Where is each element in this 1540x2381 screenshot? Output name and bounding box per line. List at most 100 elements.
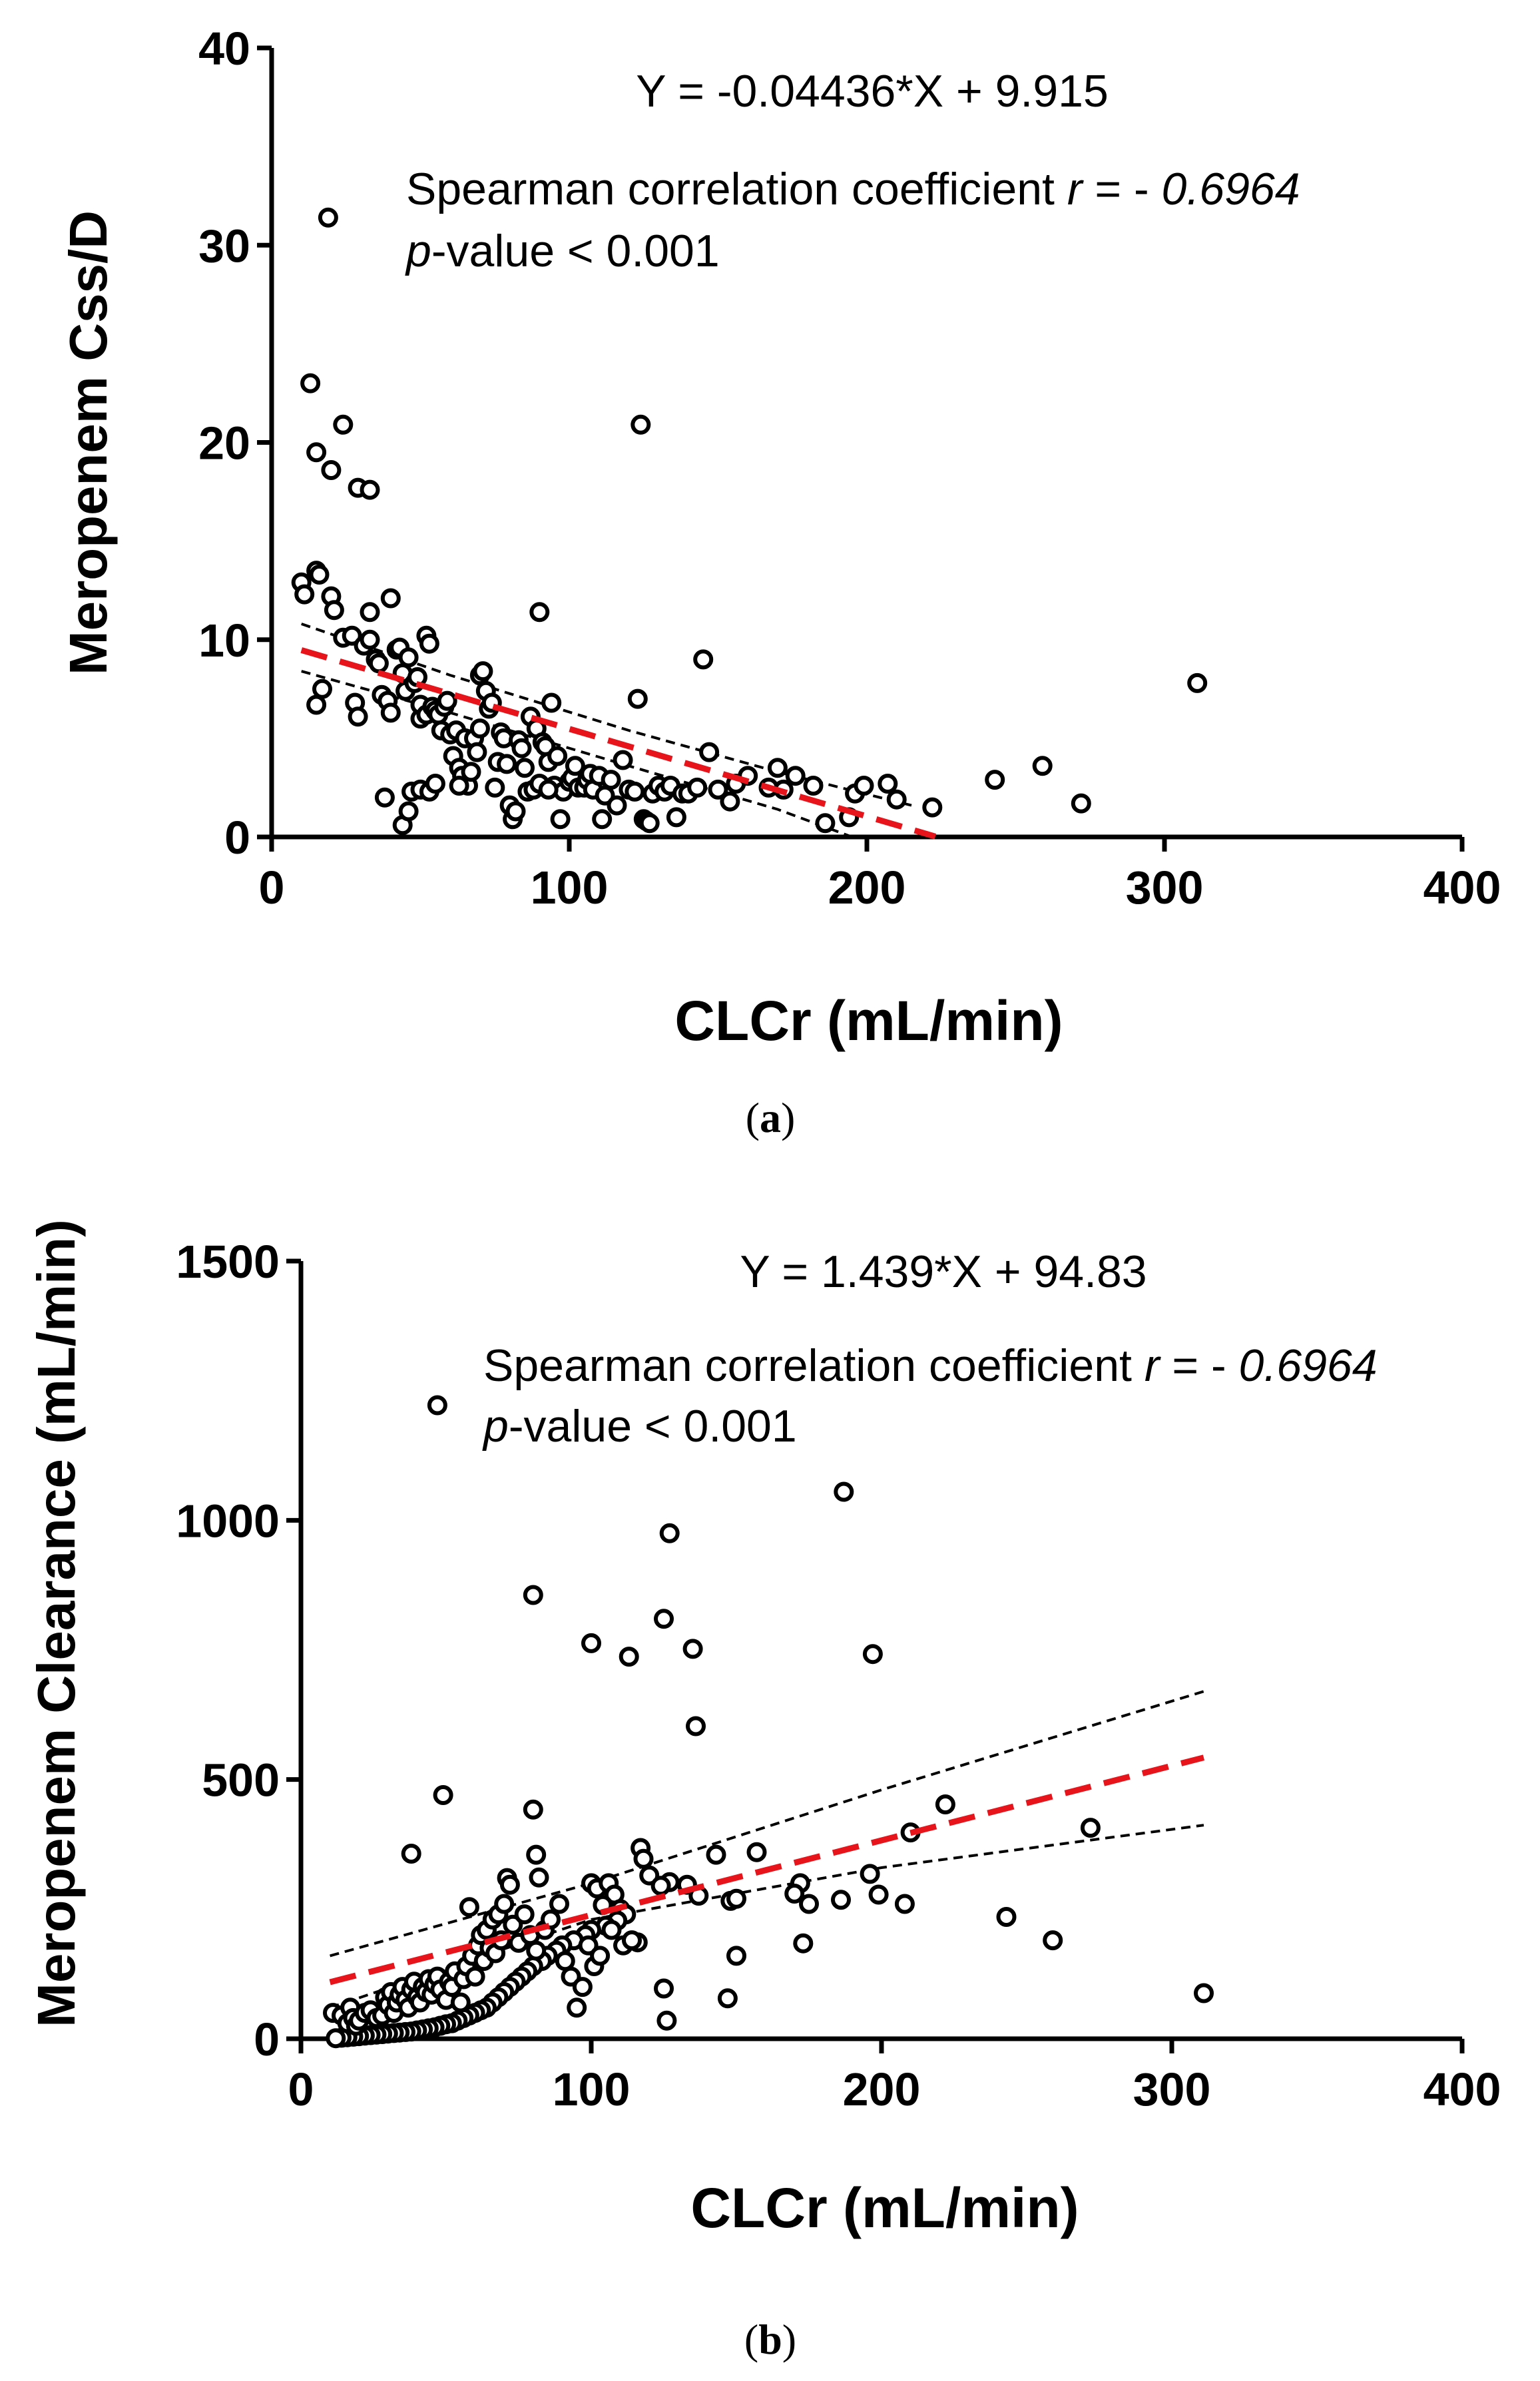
panel-a-x-tick-label: 0 [259,862,285,914]
panel-b-data-point [601,1920,622,1940]
panel-a-x-tick-label: 100 [531,862,609,914]
panel-a-data-point [720,791,740,812]
panel-a-p-rest: -value < 0.001 [431,226,720,276]
panel-a-spearman-annotation: Spearman correlation coefficient r = - 0… [406,164,1300,214]
panel-b-data-point [633,1848,654,1869]
panel-a-data-point [306,442,327,463]
panel-b-data-point [326,2028,346,2049]
panel-b-y-axis: 0 500 1000 1500 [176,1236,304,2065]
panel-a-data-point [886,789,907,810]
panel-a-data-point [547,746,568,766]
panel-a-data-point [348,706,368,727]
panel-a-data-point [360,479,380,500]
panel-b-p-rest: -value < 0.001 [509,1401,797,1452]
panel-b-y-axis-label: Meropenem Clearance (mL/min) [27,1219,86,2027]
panel-a-x-axis-label: CLCr (mL/min) [674,989,1063,1052]
panel-a-data-point [607,795,627,816]
panel-a-data-point [469,718,490,739]
panel-a-data-point [449,776,469,796]
panel-b-data-point [686,1716,706,1736]
panel-a-data-point [380,702,401,723]
panel-a-data-point [625,781,645,802]
panel-a-data-point [306,694,327,715]
panel-b-data-point [650,1876,671,1896]
panel-b-x-tick-label: 200 [843,2063,921,2115]
panel-a-data-point [294,584,315,605]
panel-a-data-point [318,207,338,228]
panel-a-x-tick-label: 300 [1126,862,1204,914]
panel-a-data-point [854,776,874,796]
panel-a-data-point [437,690,457,711]
panel-b-data-point [450,1992,471,2013]
panel-b-data-point [1080,1818,1101,1838]
panel-b-data-point [860,1864,880,1884]
panel-b-data-point [427,1395,447,1416]
panel-a-data-point [687,777,708,798]
panel-a-y-tick-label: 0 [224,812,250,864]
panel-b-spearman-value: 0.6964 [1239,1340,1378,1391]
panel-a-spearman-value: 0.6964 [1162,164,1300,214]
panel-b-data-point [654,1609,674,1629]
panel-a-data-point [666,807,686,828]
panel-a-x-tick-label: 400 [1423,862,1501,914]
panel-a-data-point [815,813,836,834]
panel-a-data-point [803,776,824,796]
panel-b-y-tick-label: 0 [254,2013,280,2065]
panel-a-data-point [613,750,633,770]
panel-a-y-tick-label: 30 [198,220,250,272]
panel-b-data-point [523,1799,543,1820]
panel-a-data-point [922,797,943,818]
panel-a-data-point [550,809,571,830]
panel-b-data-point [799,1894,819,1914]
panel-a-p-symbol: p [405,226,431,276]
panel-a-data-point [1032,756,1053,776]
panel-a-spearman-r: r [1067,164,1084,214]
panel-b-data-point [619,1647,639,1667]
panel-a-data-point [505,801,526,822]
panel-a-y-tick-label: 10 [198,615,250,666]
panel-a-y-axis: 0 10 20 30 40 [198,23,274,864]
panel-a-data-point [419,633,439,654]
panel-a-data-point [360,629,380,650]
panel-b-data-points [323,1395,1214,2049]
panel-a-y-axis-label: Meropenem Css/D [59,210,118,675]
panel-a-y-tick-label: 40 [198,23,250,75]
panel-a-data-point [1071,793,1091,814]
panel-a-data-points [291,207,1208,836]
panel-a-data-point [627,688,648,709]
panel-a-data-point [485,777,505,798]
panel-b-data-point [555,1951,575,1972]
panel-b-spearman-prefix: Spearman correlation coefficient [483,1340,1145,1391]
panel-b-label: (b) [744,2316,796,2363]
panel-a-regression-line [300,647,937,840]
panel-b-data-point [726,1888,746,1909]
panel-a-data-point [1187,672,1208,693]
panel-b-data-point [529,1867,549,1888]
panel-a-data-point [425,774,445,794]
panel-a: 0 10 20 30 40 0 100 200 300 400 Y = -0.04436*X +… [59,23,1501,1141]
panel-b: 0 500 1000 1500 0 100 200 300 400 Y = 1.439*X +… [27,1219,1501,2363]
panel-b-x-axis-label: CLCr (mL/min) [690,2177,1079,2239]
panel-b-data-point [834,1481,854,1502]
panel-b-x-tick-label: 100 [553,2063,631,2115]
panel-a-data-point [699,742,720,762]
panel-b-data-point [894,1894,915,1914]
panel-b-data-point [1043,1930,1063,1951]
panel-b-data-point [523,1585,543,1605]
panel-b-data-point [706,1844,726,1865]
panel-a-data-point [529,602,550,623]
panel-a-data-point [312,678,332,699]
panel-b-data-point [465,1966,485,1987]
panel-a-data-point [473,661,493,682]
panel-a-data-point [601,770,621,790]
panel-b-y-tick-label: 1500 [176,1236,280,1288]
panel-b-data-point [526,1940,547,1961]
panel-b-x-tick-label: 300 [1133,2063,1211,2115]
panel-b-data-point [433,1785,453,1805]
panel-b-data-point [726,1946,746,1966]
panel-b-data-point [401,1844,421,1864]
panel-a-data-point [309,565,330,585]
panel-b-x-tick-label: 400 [1423,2063,1501,2115]
panel-a-x-tick-label: 200 [828,862,906,914]
